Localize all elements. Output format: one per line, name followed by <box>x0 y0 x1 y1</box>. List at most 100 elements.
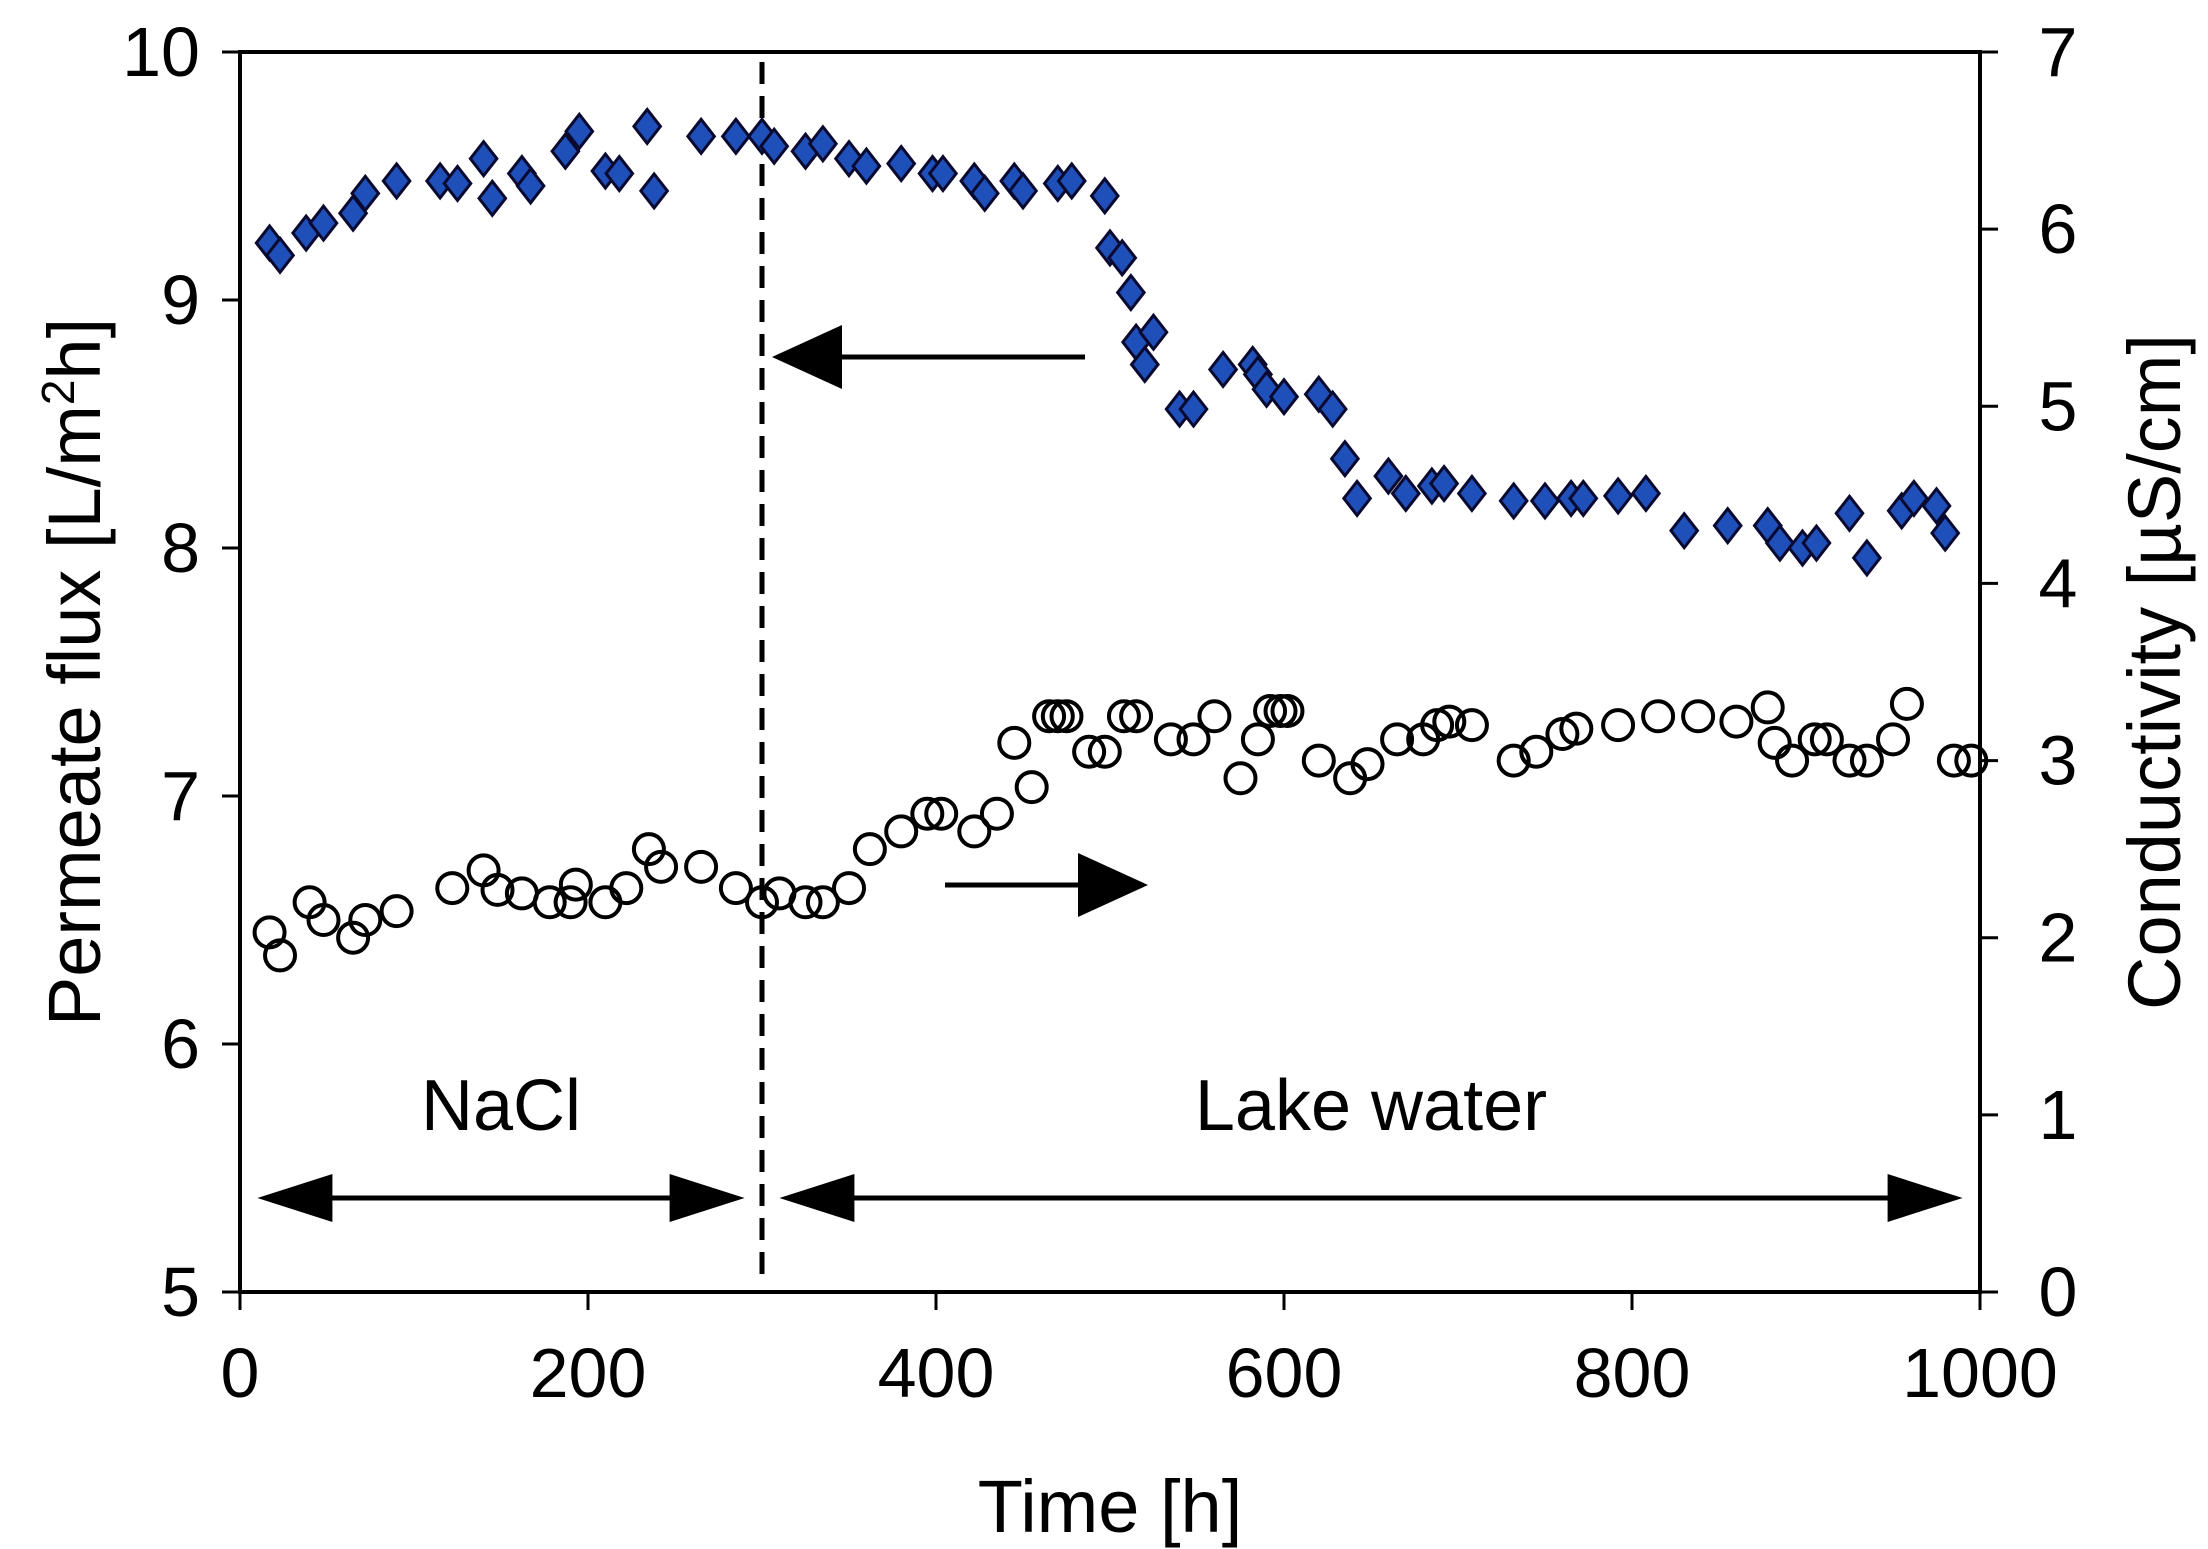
flux-point <box>1456 474 1488 513</box>
conductivity-point <box>336 920 371 955</box>
conductivity-point <box>718 871 753 906</box>
conductivity-point <box>1106 699 1141 734</box>
flux-point <box>550 131 581 171</box>
y-right-tick-label: 1 <box>2039 1076 2078 1154</box>
conductivity-point <box>979 796 1014 831</box>
conductivity-point <box>1350 747 1385 782</box>
conductivity-point <box>1559 711 1594 746</box>
flux-point <box>1007 171 1039 211</box>
flux-point <box>564 111 595 151</box>
flux-point <box>381 161 412 201</box>
flux-point <box>264 235 296 275</box>
conductivity-point <box>805 885 840 920</box>
conductivity-point <box>1954 743 1989 778</box>
conductivity-point <box>1889 686 1924 721</box>
conductivity-point <box>924 796 959 831</box>
flux-point <box>468 139 499 179</box>
conductivity-point <box>348 903 383 937</box>
flux-point <box>1568 478 1599 518</box>
flux-point <box>1329 439 1361 479</box>
conductivity-point <box>263 938 298 973</box>
conductivity-point <box>1119 699 1154 734</box>
conductivity-point <box>1223 761 1258 796</box>
flux-point <box>604 154 635 193</box>
plot-area-frame <box>238 50 1982 1294</box>
region-arrowhead-left <box>257 1174 333 1222</box>
region-label: NaCl <box>421 1066 581 1146</box>
conductivity-point <box>480 872 515 907</box>
conductivity-point <box>1301 743 1336 778</box>
conductivity-point <box>1519 734 1554 769</box>
y-right-tick-label: 0 <box>2039 1253 2078 1331</box>
conductivity-point <box>1087 734 1122 769</box>
conductivity-point <box>1253 693 1288 728</box>
series-permeate-flux <box>254 106 1961 578</box>
x-tick-label: 400 <box>878 1334 995 1412</box>
flux-point <box>927 154 959 193</box>
y-left-tick-label: 9 <box>161 261 200 339</box>
conductivity-point <box>306 903 341 937</box>
y-right-tick-label: 2 <box>2039 899 2078 977</box>
conductivity-point <box>1775 743 1810 778</box>
conductivity-point <box>1809 722 1844 757</box>
flux-point <box>515 166 546 206</box>
flux-point <box>1630 474 1662 513</box>
conductivity-point <box>1496 743 1531 778</box>
flux-point <box>1801 523 1832 563</box>
conductivity-point <box>644 849 679 884</box>
flux-point <box>1390 474 1421 513</box>
conductivity-point <box>1641 699 1676 734</box>
flux-point <box>631 106 663 146</box>
conductivity-point <box>1757 725 1792 760</box>
conductivity-point <box>910 796 945 831</box>
flux-point <box>1898 478 1930 518</box>
flux-point <box>1089 176 1120 216</box>
x-tick-label: 1000 <box>1902 1334 2058 1412</box>
x-tick-label: 200 <box>530 1334 647 1412</box>
conductivity-point <box>1072 734 1107 769</box>
axis-ticks <box>222 50 1998 1310</box>
flux-point <box>1129 345 1160 384</box>
flux-point <box>1178 389 1209 429</box>
region-arrowhead-left <box>779 1174 855 1222</box>
flux-point <box>1834 493 1865 533</box>
conductivity-point <box>379 894 414 929</box>
flux-point <box>685 116 717 156</box>
flux-point <box>1107 238 1138 278</box>
series-conductivity <box>252 686 1989 973</box>
flux-point <box>807 124 839 164</box>
flux-point <box>1669 511 1700 551</box>
region-arrowhead-right <box>1887 1174 1963 1222</box>
y-left-tick-label: 7 <box>161 757 200 835</box>
conductivity-point <box>1832 743 1867 778</box>
y-right-tick-label: 6 <box>2039 190 2078 268</box>
conductivity-point <box>1197 699 1232 734</box>
flux-point <box>308 203 339 243</box>
conductivity-point <box>1849 743 1884 778</box>
conductivity-point <box>1432 704 1467 739</box>
flux-point <box>1498 481 1529 521</box>
conductivity-point <box>553 885 588 920</box>
conductivity-point <box>884 814 919 849</box>
x-tick-label: 800 <box>1574 1334 1691 1412</box>
conductivity-point <box>1380 722 1415 757</box>
annotations: NaCl Lake water <box>257 62 1963 1282</box>
flux-point <box>1851 538 1883 578</box>
conductivity-point <box>957 814 992 849</box>
flux-axis-arrowhead <box>772 325 842 389</box>
flux-point <box>886 144 917 184</box>
flux-point <box>1115 273 1147 312</box>
conductivity-point <box>1876 722 1910 757</box>
flux-point <box>759 126 790 166</box>
conductivity-point <box>1681 699 1716 734</box>
flux-point <box>1764 523 1796 563</box>
flux-point <box>477 178 508 218</box>
flux-point <box>1529 481 1561 521</box>
y-left-tick-label: 10 <box>122 13 200 91</box>
conductivity-point <box>1014 770 1049 805</box>
conductivity-point <box>631 832 666 867</box>
flux-point <box>1094 228 1126 268</box>
conductivity-point <box>788 885 823 920</box>
flux-point <box>1712 506 1743 546</box>
